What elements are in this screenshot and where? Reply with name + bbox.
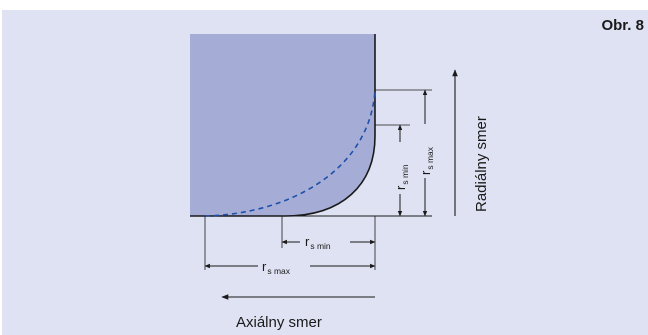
axial-max-label-gap — [258, 256, 310, 274]
figure-label: Obr. 8 — [601, 17, 644, 34]
axial-min-label-gap — [300, 232, 350, 250]
radial-max-label: rs max — [418, 146, 435, 175]
radial-direction-label: Radiálny smer — [473, 116, 490, 212]
axial-direction-label: Axiálny smer — [236, 314, 322, 331]
axial-max-label: rs max — [262, 259, 291, 276]
max-chamfer-curve — [204, 89, 376, 217]
radial-min-label: rs min — [393, 164, 410, 190]
axial-min-label: rs min — [305, 234, 331, 251]
radial-max-label-gap — [417, 124, 433, 178]
radial-min-label-gap — [392, 142, 408, 194]
component-shape — [190, 34, 375, 216]
